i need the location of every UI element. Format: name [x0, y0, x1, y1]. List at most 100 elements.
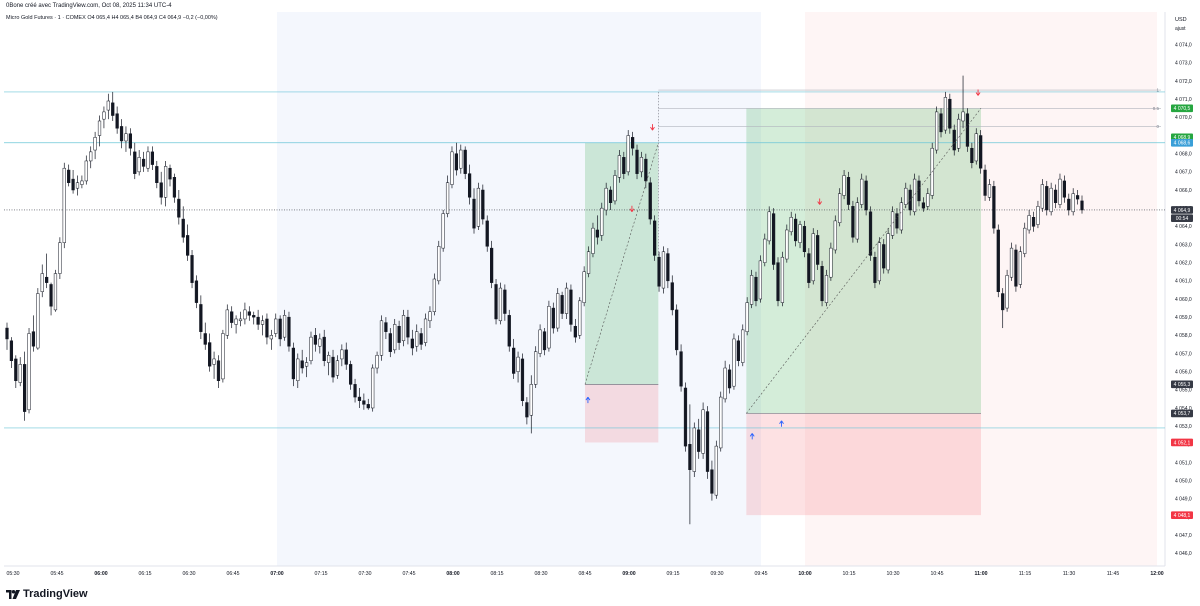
candle-body	[829, 247, 833, 278]
candle-body	[168, 167, 172, 180]
candle-body	[556, 293, 560, 329]
candle-body	[877, 242, 881, 282]
candle-body	[419, 333, 423, 345]
symbol-title[interactable]: Micro Gold Futures · 1 · COMEX	[6, 15, 86, 21]
candle	[635, 144, 639, 180]
candle	[410, 329, 414, 356]
candle	[199, 295, 203, 339]
candle	[67, 164, 71, 187]
candle-body	[27, 333, 31, 411]
candle-body	[450, 151, 454, 185]
candle-body	[40, 273, 44, 292]
candle-body	[816, 235, 820, 265]
candle	[40, 264, 44, 298]
legend-open: O4 065,4	[87, 15, 110, 21]
candle	[943, 91, 948, 134]
candle	[864, 175, 868, 216]
adjust-label[interactable]: ajust	[1175, 26, 1186, 32]
candle-body	[846, 177, 851, 205]
candle-body	[274, 318, 278, 334]
price-label-text: 00:54	[1176, 216, 1189, 222]
position-1-stop-zone[interactable]	[746, 413, 981, 516]
candle	[965, 108, 970, 152]
candle	[53, 269, 58, 312]
candle-body	[838, 193, 842, 223]
tradingview-brand[interactable]: TradingView	[6, 587, 88, 601]
candle-body	[503, 289, 507, 314]
candle	[794, 213, 798, 247]
candle	[71, 170, 75, 194]
candle-body	[512, 347, 516, 374]
candle	[776, 257, 780, 307]
candle	[247, 306, 251, 321]
candle-body	[771, 213, 776, 265]
candle-body	[802, 226, 807, 253]
candle	[573, 318, 577, 343]
candle	[842, 170, 846, 200]
candle	[221, 329, 225, 383]
candle-body	[410, 338, 414, 349]
candle-body	[516, 356, 520, 372]
time-tick-label: 05:45	[51, 571, 64, 577]
candle	[5, 322, 9, 350]
candle	[934, 106, 939, 154]
candle	[181, 206, 185, 243]
candle	[243, 302, 247, 325]
price-tick-label: 4 057,0	[1175, 351, 1192, 357]
candle-body	[415, 331, 419, 347]
candle	[1071, 188, 1075, 216]
buy-arrow-icon	[749, 433, 755, 440]
candle-body	[776, 262, 780, 302]
candle	[542, 328, 547, 356]
candle	[172, 173, 177, 203]
time-tick-label: 09:30	[711, 571, 724, 577]
position-0-stop-zone[interactable]	[585, 384, 659, 443]
candle	[520, 353, 525, 407]
candle-body	[912, 178, 917, 213]
candle-body	[1027, 215, 1031, 231]
candle	[485, 215, 489, 252]
sell-arrow-icon	[650, 124, 655, 131]
fib-label-0: 1	[1156, 88, 1159, 93]
candle	[357, 387, 362, 408]
candle	[582, 266, 586, 307]
candle-body	[291, 347, 295, 380]
price-tick-label: 4 054,0	[1175, 406, 1192, 412]
price-tick-label: 4 055,0	[1175, 388, 1192, 394]
candle-body	[362, 400, 366, 405]
candle-body	[648, 182, 652, 220]
candle-body	[128, 133, 132, 149]
price-label-text: 4 064,9	[1174, 208, 1191, 214]
legend-low: B4 064,9	[135, 15, 158, 21]
candle	[9, 337, 14, 369]
candle-body	[71, 178, 75, 191]
candle	[260, 315, 265, 336]
candle	[957, 113, 961, 152]
candle-body	[820, 266, 824, 302]
price-tick-label: 4 064,0	[1175, 224, 1192, 230]
candle	[300, 349, 304, 374]
candle	[657, 251, 661, 292]
candle	[754, 271, 758, 307]
candle-body	[485, 220, 489, 247]
candle	[353, 378, 357, 403]
legend-close: C4 064,9	[158, 15, 182, 21]
candle-body	[243, 309, 247, 320]
price-label-box	[1171, 409, 1193, 418]
candle	[371, 364, 375, 412]
candle	[899, 197, 903, 234]
price-tick-label: 4 047,0	[1175, 533, 1192, 539]
candle	[155, 160, 159, 189]
candle	[820, 260, 824, 307]
candle	[829, 242, 833, 281]
candle-body	[137, 157, 141, 173]
candle	[208, 333, 212, 372]
chart-credit: 0Bone créé avec TradingView.com, Oct 08,…	[6, 3, 172, 9]
price-label-text: 4 053,7	[1174, 411, 1191, 417]
candle-body	[957, 118, 961, 149]
price-tick-label: 4 071,0	[1175, 97, 1192, 103]
candle	[1067, 193, 1071, 216]
tradingview-logo-icon	[6, 589, 20, 599]
candle	[802, 220, 807, 258]
